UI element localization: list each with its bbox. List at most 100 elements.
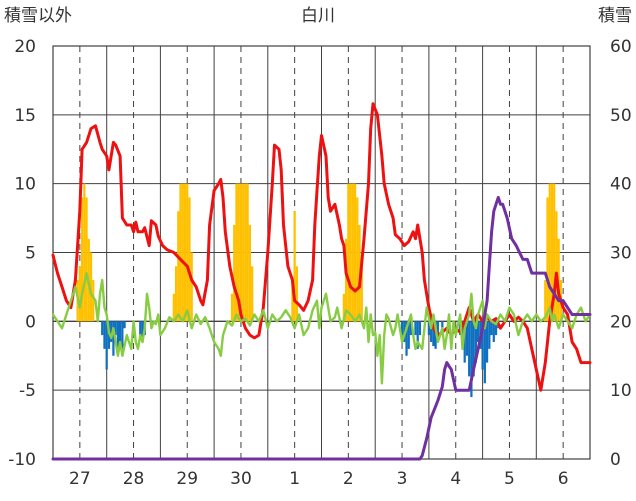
left-axis-title: 積雪以外: [4, 6, 72, 26]
left-tick-label: 0: [25, 312, 36, 332]
bar-mark: [414, 321, 417, 336]
bar-mark: [494, 321, 498, 336]
bar-mark: [112, 321, 115, 356]
bar-mark: [436, 321, 439, 336]
bar-mark: [235, 183, 238, 322]
left-tick-label: 10: [14, 175, 36, 195]
lines-layer: [51, 102, 592, 461]
bar-mark: [351, 183, 354, 322]
bar-mark: [344, 238, 348, 322]
day-label: 1: [289, 469, 300, 489]
bar-mark: [342, 293, 345, 322]
bar-mark: [430, 321, 433, 342]
bar-mark: [483, 321, 486, 384]
bar-mark: [465, 321, 469, 356]
series-line-2: [51, 195, 592, 461]
bar-mark: [85, 197, 88, 322]
bar-mark: [485, 321, 489, 363]
bar-mark: [139, 321, 142, 336]
day-label: 3: [397, 469, 408, 489]
right-tick-label: 20: [610, 312, 632, 332]
bar-mark: [186, 183, 189, 322]
bar-mark: [418, 321, 422, 336]
right-tick-label: 30: [610, 244, 632, 264]
day-label: 2: [343, 469, 354, 489]
bar-mark: [548, 183, 551, 322]
ticks-layer: -10 -5 0 5 10 15 20 0 10 20 30 40 50 60 27 28 29 30 1 2 3 4 5 6: [8, 37, 631, 489]
bar-mark: [349, 183, 352, 322]
bar-mark: [80, 197, 84, 322]
bar-mark: [239, 183, 243, 322]
bar-mark: [550, 183, 554, 322]
bar-mark: [92, 280, 95, 322]
bar-mark: [360, 266, 363, 322]
bar-mark: [114, 321, 117, 336]
grid-layer: [52, 45, 591, 460]
bar-mark: [490, 321, 493, 336]
bar-mark: [400, 321, 404, 336]
bar-mark: [116, 321, 120, 356]
bar-mark: [181, 183, 184, 322]
bar-mark: [470, 321, 473, 398]
right-tick-label: 50: [610, 106, 632, 126]
bar-mark: [121, 321, 124, 349]
bar-mark: [427, 321, 431, 336]
left-tick-label: 20: [14, 37, 36, 57]
bar-mark: [244, 183, 247, 322]
bar-mark: [242, 183, 245, 322]
bar-mark: [544, 280, 547, 322]
right-axis-title: 積雪: [598, 6, 632, 26]
day-label: 4: [450, 469, 461, 489]
bar-mark: [546, 197, 549, 322]
bar-mark: [174, 266, 178, 322]
bar-mark: [295, 266, 299, 322]
bar-mark: [553, 183, 556, 322]
bar-mark: [105, 321, 108, 370]
bar-mark: [353, 183, 357, 322]
bar-mark: [123, 321, 126, 329]
bar-mark: [110, 321, 113, 342]
bar-mark: [356, 197, 359, 322]
bar-mark: [78, 266, 81, 322]
bar-mark: [101, 321, 104, 336]
day-label: 29: [176, 469, 198, 489]
bar-mark: [405, 321, 408, 356]
bar-mark: [416, 321, 419, 349]
bar-mark: [463, 321, 466, 363]
left-tick-label: 15: [14, 106, 36, 126]
bar-mark: [432, 321, 435, 347]
bar-mark: [481, 321, 484, 370]
bar-mark: [230, 293, 234, 322]
bar-mark: [248, 224, 252, 322]
day-label: 6: [558, 469, 569, 489]
bar-mark: [555, 211, 558, 322]
bar-mark: [83, 183, 86, 322]
left-tick-label: -10: [8, 450, 36, 470]
series-line-1: [51, 271, 592, 385]
bar-mark: [474, 321, 478, 363]
bar-mark: [246, 183, 249, 322]
bar-mark: [177, 211, 180, 322]
bar-mark: [172, 293, 175, 322]
bar-mark: [251, 266, 254, 322]
day-label: 5: [504, 469, 515, 489]
bar-mark: [89, 252, 93, 322]
bar-mark: [233, 224, 236, 322]
bar-mark: [347, 183, 350, 322]
bar-mark: [141, 321, 144, 342]
bar-mark: [179, 183, 182, 322]
bar-mark: [237, 183, 240, 322]
left-tick-label: 5: [25, 244, 36, 264]
day-label: 30: [230, 469, 252, 489]
bar-mark: [291, 280, 294, 322]
right-tick-label: 0: [610, 450, 621, 470]
right-tick-label: 60: [610, 37, 632, 57]
bar-mark: [188, 197, 191, 322]
bar-mark: [183, 183, 187, 322]
left-tick-label: -5: [19, 381, 36, 401]
bar-mark: [119, 321, 122, 342]
bar-mark: [293, 211, 296, 322]
right-tick-label: 40: [610, 175, 632, 195]
bar-mark: [492, 321, 495, 342]
